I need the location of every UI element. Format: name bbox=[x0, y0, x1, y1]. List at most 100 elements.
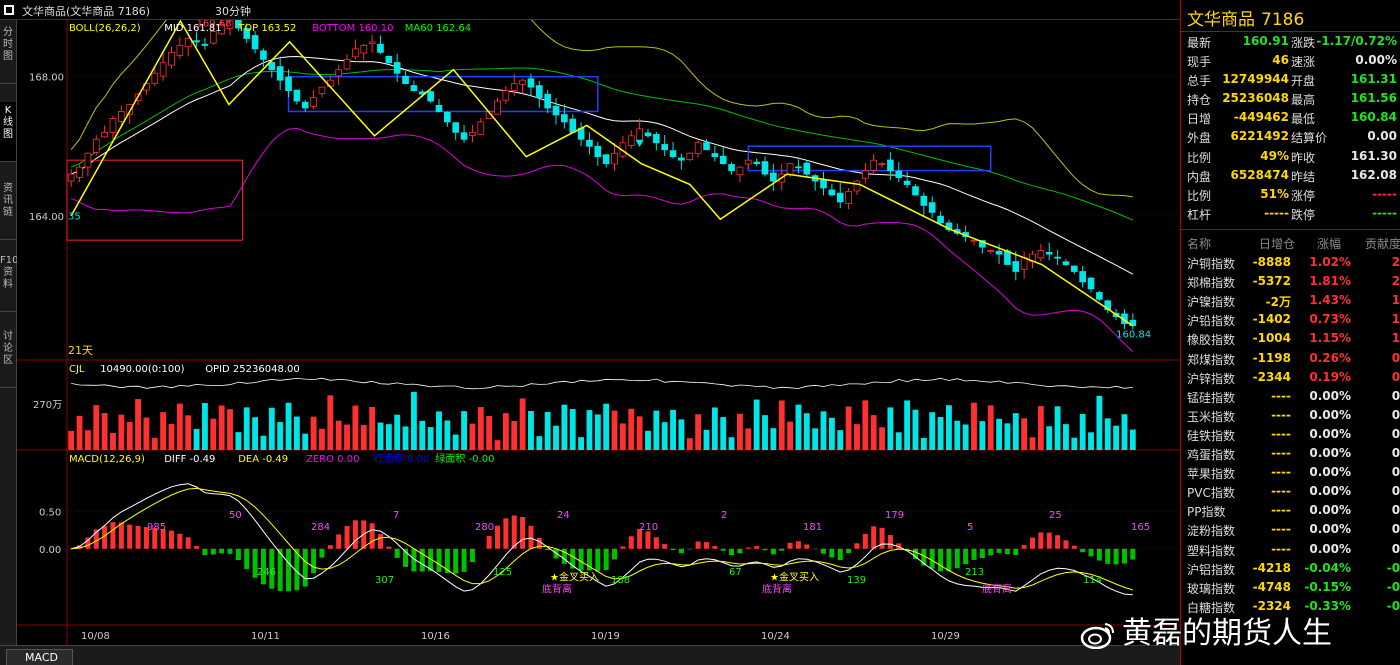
index-row[interactable]: 郑棉指数 -5372 1.81% 2.3 bbox=[1181, 272, 1400, 291]
index-row[interactable]: 淀粉指数 ---- 0.00% 0.0 bbox=[1181, 520, 1400, 539]
volume-bar bbox=[845, 406, 852, 450]
left-tab-label: K bbox=[4, 105, 12, 116]
period-selector[interactable]: 30分钟 bbox=[215, 5, 251, 18]
index-row[interactable]: 玉米指数 ---- 0.00% 0.0 bbox=[1181, 406, 1400, 425]
left-tab-0[interactable]: 分时图 bbox=[0, 24, 16, 84]
legend-item: BOTTOM 160.10 bbox=[312, 23, 393, 34]
indicator-label[interactable]: MACD(12,26,9) bbox=[69, 454, 145, 465]
left-tab-2[interactable]: 资讯链 bbox=[0, 180, 16, 240]
quote-row: 外盘 6221492 结算价 0.00 bbox=[1181, 127, 1400, 146]
index-row[interactable]: 沪铜指数 -8888 1.02% 2.4 bbox=[1181, 253, 1400, 272]
index-change: 0.73% bbox=[1309, 312, 1351, 327]
candle bbox=[686, 152, 694, 160]
macd-area-label: 284 bbox=[311, 522, 330, 533]
quote-label: 速涨 bbox=[1291, 55, 1316, 70]
index-contribution: 0.2 bbox=[1391, 369, 1400, 384]
x-tick-label: 10/08 bbox=[81, 631, 110, 642]
left-tab-strip: 分时图 K 线图资讯链 F10 资料讨论区 bbox=[0, 20, 18, 645]
left-tab-4[interactable]: 讨论区 bbox=[0, 328, 16, 388]
index-row[interactable]: PVC指数 ---- 0.00% 0.0 bbox=[1181, 482, 1400, 501]
index-row[interactable]: PP指数 ---- 0.00% 0.0 bbox=[1181, 501, 1400, 520]
index-change: 0.00% bbox=[1309, 388, 1351, 403]
volume-bar bbox=[686, 438, 693, 450]
volume-bar bbox=[1012, 413, 1019, 450]
index-row[interactable]: 塑料指数 ---- 0.00% 0.0 bbox=[1181, 540, 1400, 559]
index-row[interactable]: 鸡蛋指数 ---- 0.00% 0.0 bbox=[1181, 444, 1400, 463]
quote-label[interactable]: 结算价 bbox=[1291, 131, 1328, 146]
candle bbox=[736, 166, 744, 176]
volume-bar bbox=[260, 435, 267, 450]
legend-item: 绿面积 -0.00 bbox=[435, 452, 494, 465]
index-row[interactable]: 苹果指数 ---- 0.00% 0.0 bbox=[1181, 463, 1400, 482]
macd-histogram-bar bbox=[586, 548, 592, 571]
quote-value: 161.56 bbox=[1350, 91, 1397, 106]
volume-bar bbox=[594, 414, 601, 450]
volume-bar bbox=[210, 418, 217, 450]
candle bbox=[318, 86, 326, 94]
index-row[interactable]: 硅铁指数 ---- 0.00% 0.0 bbox=[1181, 425, 1400, 444]
volume-bar bbox=[1121, 414, 1128, 450]
macd-histogram-bar bbox=[311, 548, 317, 574]
quote-label: 外盘 bbox=[1187, 131, 1212, 146]
tab-macd[interactable]: MACD bbox=[6, 649, 73, 665]
quote-value: 160.91 bbox=[1242, 34, 1289, 48]
macd-histogram-bar bbox=[1080, 548, 1086, 553]
indicator-label[interactable]: BOLL(26,26,2) bbox=[69, 23, 141, 34]
weibo-logo-icon bbox=[1080, 622, 1114, 649]
left-tab-3[interactable]: F10 资料 bbox=[0, 252, 18, 312]
chart-area[interactable]: 168.00 164.00 169.68 160.84 21天 35 BOLL(26,26,… bbox=[17, 20, 1180, 645]
macd-histogram-bar bbox=[871, 526, 877, 549]
indicator-label[interactable]: CJL bbox=[69, 364, 85, 375]
volume-bar bbox=[1088, 432, 1094, 450]
window-menu-icon[interactable] bbox=[4, 5, 14, 15]
volume-bar bbox=[335, 420, 342, 450]
index-row[interactable]: 锰硅指数 ---- 0.00% 0.0 bbox=[1181, 387, 1400, 406]
volume-bar bbox=[711, 407, 718, 450]
left-tab-label: 区 bbox=[3, 355, 13, 366]
index-row[interactable]: 白糖指数 -2324 -0.33% -0.5 bbox=[1181, 597, 1400, 616]
index-row[interactable]: 沪铝指数 -4218 -0.04% -0.0 bbox=[1181, 559, 1400, 578]
candle bbox=[477, 121, 485, 135]
index-row[interactable]: 玻璃指数 -4748 -0.15% -0.2 bbox=[1181, 578, 1400, 597]
quote-label: 最高 bbox=[1291, 93, 1316, 108]
candle bbox=[594, 145, 602, 158]
index-row[interactable]: 沪锌指数 -2344 0.19% 0.2 bbox=[1181, 368, 1400, 387]
candle bbox=[118, 111, 125, 122]
volume-bar bbox=[636, 416, 643, 450]
macd-histogram-bar bbox=[979, 548, 985, 558]
signal-label: 底背离 bbox=[762, 582, 792, 595]
macd-area-label: 985 bbox=[147, 522, 166, 533]
macd-histogram-bar bbox=[469, 548, 475, 563]
index-row[interactable]: 沪铅指数 -1402 0.73% 1.4 bbox=[1181, 310, 1400, 329]
macd-histogram-bar bbox=[219, 548, 225, 554]
volume-bar bbox=[737, 413, 743, 450]
index-column-header[interactable]: 涨幅 bbox=[1317, 237, 1342, 251]
candle bbox=[761, 161, 769, 175]
index-column-header[interactable]: 贡献度 bbox=[1365, 237, 1400, 251]
index-oi-change: -2344 bbox=[1252, 369, 1291, 384]
quote-label: 总手 bbox=[1187, 74, 1212, 89]
volume-bar bbox=[670, 409, 676, 450]
index-row[interactable]: 橡胶指数 -1004 1.15% 1.3 bbox=[1181, 329, 1400, 348]
candle bbox=[887, 159, 894, 172]
quote-panel: 文华商品 7186 最新 160.91 涨跌 -1.17/0.72% 现手 46 速涨 0.00… bbox=[1180, 0, 1400, 665]
volume-bar bbox=[1079, 413, 1086, 450]
candle bbox=[1070, 265, 1078, 272]
candle bbox=[101, 131, 108, 138]
candle bbox=[444, 111, 451, 123]
macd-histogram-bar bbox=[1030, 537, 1036, 549]
index-oi-change: -1004 bbox=[1252, 331, 1291, 346]
index-column-header[interactable]: 日增仓 bbox=[1259, 237, 1296, 251]
index-column-header[interactable]: 名称 bbox=[1187, 237, 1212, 251]
volume-bar bbox=[444, 420, 451, 450]
candle bbox=[861, 170, 869, 179]
left-tab-label: 资 bbox=[3, 267, 13, 278]
index-row[interactable]: 沪镍指数 -2万 1.43% 1.9 bbox=[1181, 291, 1400, 310]
candle bbox=[285, 76, 292, 92]
volume-bar bbox=[837, 430, 844, 450]
volume-bar bbox=[603, 403, 610, 450]
macd-histogram-bar bbox=[687, 548, 693, 550]
index-row[interactable]: 郑煤指数 -1198 0.26% 0.4 bbox=[1181, 349, 1400, 368]
candle bbox=[502, 90, 510, 101]
